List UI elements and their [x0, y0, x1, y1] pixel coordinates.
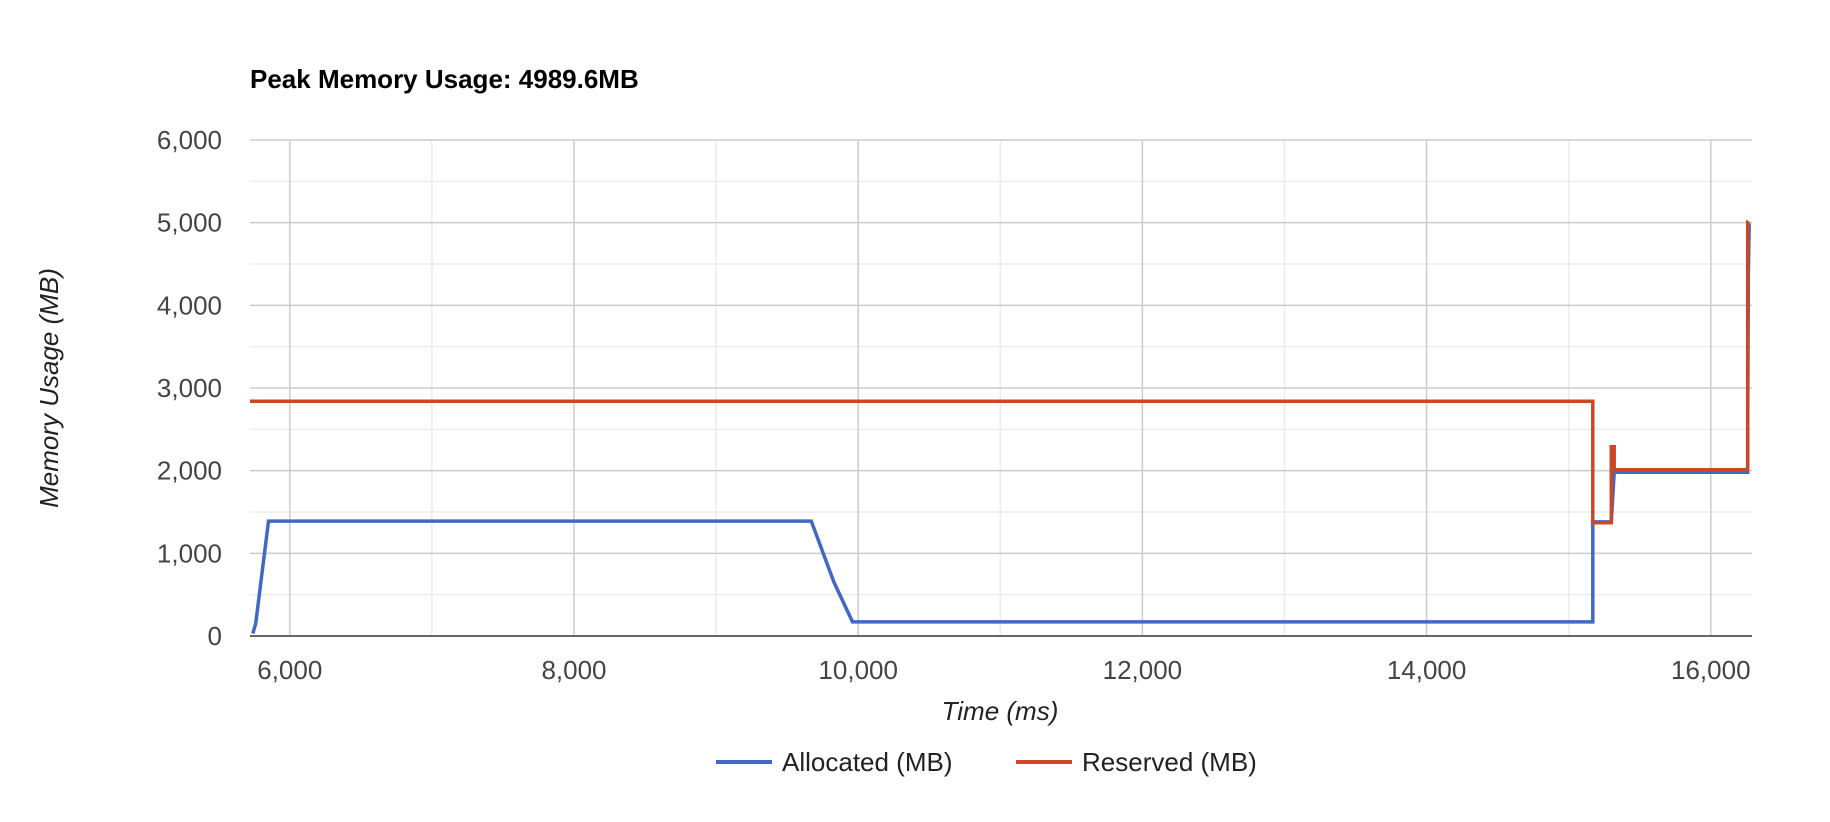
legend-label: Reserved (MB) [1082, 747, 1257, 777]
y-axis-title: Memory Usage (MB) [34, 268, 64, 508]
legend-label: Allocated (MB) [782, 747, 953, 777]
axis-layer: 0 1,000 2,000 3,000 4,000 5,000 6,000 6,000 8,00… [157, 125, 1752, 685]
y-tick-label: 2,000 [157, 456, 222, 486]
x-tick-label: 14,000 [1387, 655, 1467, 685]
series-line-reserved [250, 219, 1751, 525]
x-tick-label: 12,000 [1103, 655, 1183, 685]
grid-layer [250, 139, 1752, 636]
x-axis-title: Time (ms) [942, 696, 1059, 726]
y-tick-label: 5,000 [157, 208, 222, 238]
chart-title: Peak Memory Usage: 4989.6MB [250, 64, 639, 94]
legend-item: Reserved (MB) [1016, 747, 1257, 777]
y-tick-label: 3,000 [157, 373, 222, 403]
legend-item: Allocated (MB) [716, 747, 953, 777]
x-tick-label: 10,000 [818, 655, 898, 685]
legend: Allocated (MB) Reserved (MB) [716, 747, 1257, 777]
y-tick-label: 4,000 [157, 290, 222, 320]
x-tick-label: 16,000 [1671, 655, 1751, 685]
x-tick-label: 6,000 [257, 655, 322, 685]
y-tick-label: 6,000 [157, 125, 222, 155]
series-layer [250, 219, 1751, 634]
y-tick-label: 1,000 [157, 538, 222, 568]
y-tick-label: 0 [208, 621, 222, 651]
x-tick-label: 8,000 [541, 655, 606, 685]
